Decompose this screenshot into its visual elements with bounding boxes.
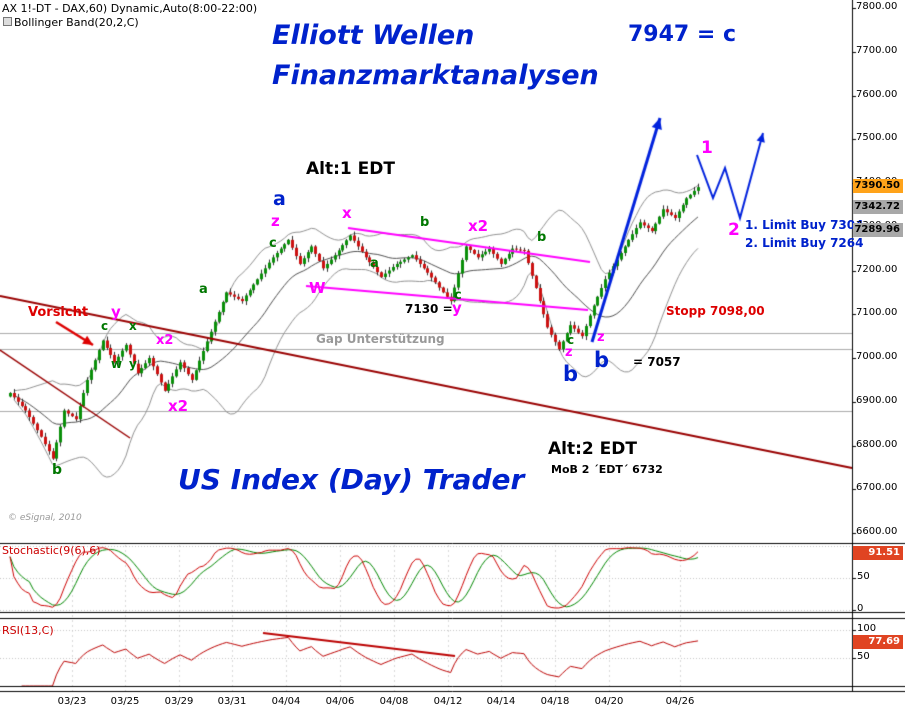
study-icon bbox=[3, 17, 12, 26]
chart-title: AX 1!-DT - DAX,60) Dynamic,Auto(8:00-22:… bbox=[2, 2, 258, 15]
study-title: Bollinger Band(20,2,C) bbox=[14, 16, 139, 29]
